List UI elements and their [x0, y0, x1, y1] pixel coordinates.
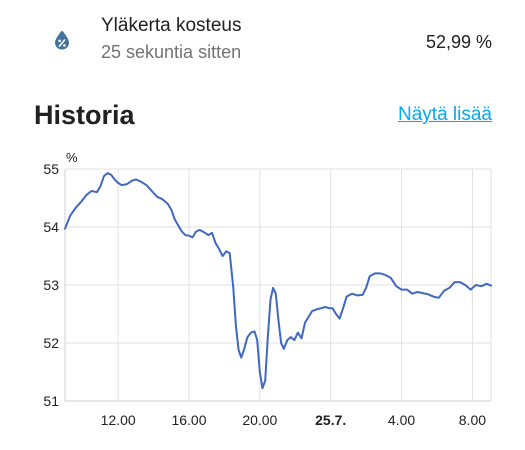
chart-grid	[65, 168, 492, 402]
humidity-series-line	[64, 172, 492, 390]
chart-axes: 51 52 53 54 55 12.00 16.00 20.00 25.7. 4.00 8.00	[43, 161, 491, 428]
show-more-link[interactable]: Näytä lisää	[398, 104, 492, 125]
history-chart[interactable]: 51 52 53 54 55 12.00 16.00 20.00 25.7. 4.00 8.00 %	[0, 140, 525, 440]
x-tick-label: 12.00	[101, 412, 136, 428]
x-tick-label: 8.00	[459, 412, 486, 428]
x-tick-label: 4.00	[388, 412, 415, 428]
y-tick-label: 54	[43, 219, 59, 235]
chart-series	[64, 172, 492, 390]
entity-state: 52,99 %	[425, 32, 492, 52]
history-title: Historia	[34, 100, 135, 130]
y-axis-unit: %	[66, 150, 78, 165]
y-tick-label: 51	[43, 393, 59, 409]
x-tick-label: 20.00	[242, 412, 277, 428]
x-tick-label: 16.00	[171, 412, 206, 428]
entity-name: Yläkerta kosteus	[101, 15, 242, 36]
entity-last-changed: 25 sekuntia sitten	[101, 42, 242, 62]
water-percent-icon	[55, 30, 69, 50]
history-header: Historia Näytä lisää	[0, 96, 525, 136]
x-tick-label: 25.7.	[315, 412, 346, 428]
y-tick-label: 52	[43, 335, 59, 351]
y-tick-label: 55	[43, 161, 59, 177]
y-tick-label: 53	[43, 277, 59, 293]
entity-row[interactable]: Yläkerta kosteus 25 sekuntia sitten 52,9…	[0, 0, 525, 82]
